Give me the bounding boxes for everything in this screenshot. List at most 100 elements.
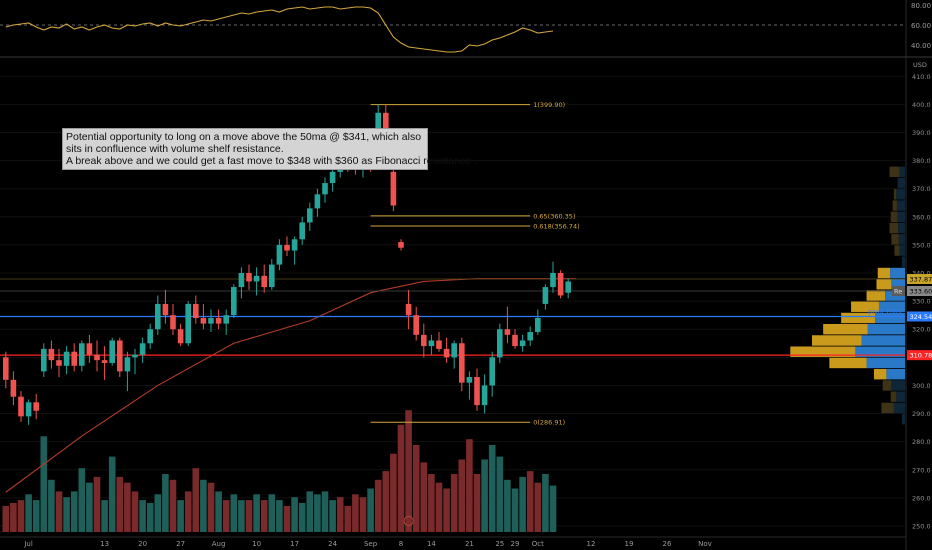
candle-body	[215, 317, 222, 324]
candle-body	[109, 340, 115, 363]
candle-body	[428, 340, 435, 347]
candle-body	[512, 334, 518, 347]
time-tick-label: 13	[100, 540, 109, 548]
candle-body	[155, 303, 161, 330]
candle-body	[200, 317, 207, 324]
profile-bar-up	[812, 335, 862, 346]
price-badge-text: 310.78	[910, 352, 932, 360]
price-tick-label: 270.0	[912, 466, 931, 474]
price-badge-bg	[907, 274, 932, 285]
price-badge-bg	[907, 350, 932, 361]
volume-bar	[306, 491, 314, 532]
event-marker[interactable]	[403, 516, 414, 526]
price-axis[interactable]: USD250.0260.0270.0280.0290.0300.0310.032…	[905, 0, 931, 550]
volume-bar	[131, 491, 139, 532]
profile-bar-down	[878, 301, 905, 312]
profile-bar-down	[896, 200, 905, 211]
candle-body	[322, 183, 328, 195]
volume-bar	[367, 488, 374, 532]
price-badge-bg	[907, 311, 932, 322]
volume-bar	[344, 505, 352, 532]
time-tick-label: 12	[587, 540, 596, 548]
candle-body	[451, 343, 457, 358]
price-badge-bg	[892, 286, 905, 297]
volume-bar	[177, 500, 184, 532]
volume-bar	[519, 476, 526, 532]
price-tick-label: 350.0	[912, 241, 931, 249]
profile-bar-up	[876, 279, 892, 290]
profile-bar-down	[861, 335, 905, 346]
candle-body	[63, 351, 70, 366]
volume-bar	[146, 503, 154, 532]
candle-body	[177, 329, 184, 344]
candle-body	[117, 340, 123, 372]
annotation-line: sits in confluence with volume shelf res…	[66, 143, 284, 155]
fibonacci-retracement: 1(399.90) 0.65(360.35) 0.618(356.74) 0(286.…	[370, 101, 580, 427]
volume-bars	[2, 410, 557, 532]
profile-bar-down	[896, 391, 905, 402]
time-tick-label: 10	[252, 540, 261, 548]
price-tick-label: 410.0	[912, 73, 931, 81]
time-tick-label: 29	[511, 540, 520, 548]
candle-body	[238, 273, 245, 288]
candle-body	[139, 343, 146, 355]
candle-body	[443, 348, 450, 358]
profile-bar-down	[899, 245, 905, 256]
price-badge-text: 333.60	[910, 288, 932, 296]
volume-bar	[458, 459, 466, 532]
volume-bar	[352, 494, 359, 532]
candle-body	[162, 303, 169, 316]
volume-bar	[450, 474, 458, 532]
profile-bar-up	[892, 200, 897, 211]
profile-bar-down	[893, 402, 905, 414]
volume-profile	[790, 166, 905, 425]
rsi-tick-label: 80.00	[911, 2, 931, 10]
profile-bar-down	[866, 357, 905, 369]
candle-body	[405, 303, 412, 316]
candle-body	[193, 303, 199, 318]
candle-body	[41, 348, 47, 372]
volume-bar	[488, 445, 496, 532]
volume-bar	[200, 479, 207, 532]
profile-bar-up	[893, 189, 897, 200]
annotation-line: A break above and we could get a fast mo…	[66, 155, 477, 167]
profile-bar-up	[829, 357, 867, 369]
time-tick-label: 27	[176, 540, 185, 548]
profile-bar-down	[897, 177, 905, 189]
profile-bar-up	[874, 368, 887, 380]
price-tick-label: 330.0	[912, 298, 931, 306]
candle-body	[542, 287, 549, 304]
price-tick-label: 340.0	[912, 270, 931, 278]
time-tick-label: Nov	[698, 540, 712, 548]
volume-bar	[70, 491, 78, 532]
candle-body	[527, 332, 533, 341]
profile-bar-up	[889, 222, 899, 234]
price-tick-label: 280.0	[912, 438, 931, 446]
volume-bar	[101, 500, 108, 532]
volume-bar	[245, 500, 253, 532]
volume-bar	[504, 479, 511, 532]
profile-bar-up	[882, 380, 892, 391]
volume-bar	[298, 503, 306, 532]
price-badge-text: 337.87	[910, 276, 932, 284]
time-tick-label: Jul	[23, 540, 33, 548]
annotation-note[interactable]: Potential opportunity to long on a move …	[62, 128, 477, 170]
profile-bar-down	[897, 211, 905, 223]
volume-bar	[329, 500, 336, 532]
profile-bar-up	[894, 245, 900, 256]
candle-body	[436, 340, 442, 349]
volume-bar	[169, 479, 177, 532]
candle-body	[565, 281, 571, 293]
volume-bar	[321, 491, 329, 532]
volume-bar	[192, 468, 200, 532]
volume-bar	[336, 497, 344, 532]
candle-body	[147, 329, 153, 344]
volume-bar	[405, 410, 412, 532]
time-axis[interactable]: Jul 13 20 27 Aug 10 17 24 Sep 8 14 21 25 29 Oct 12 19 26 N…	[0, 536, 906, 548]
price-tick-label: 390.0	[912, 129, 931, 137]
volume-bar	[291, 497, 298, 532]
horizontal-levels: pivot Point	[0, 278, 905, 356]
rsi-pane: 40.00 60.00 80.00	[0, 2, 932, 58]
volume-bar	[40, 436, 48, 532]
